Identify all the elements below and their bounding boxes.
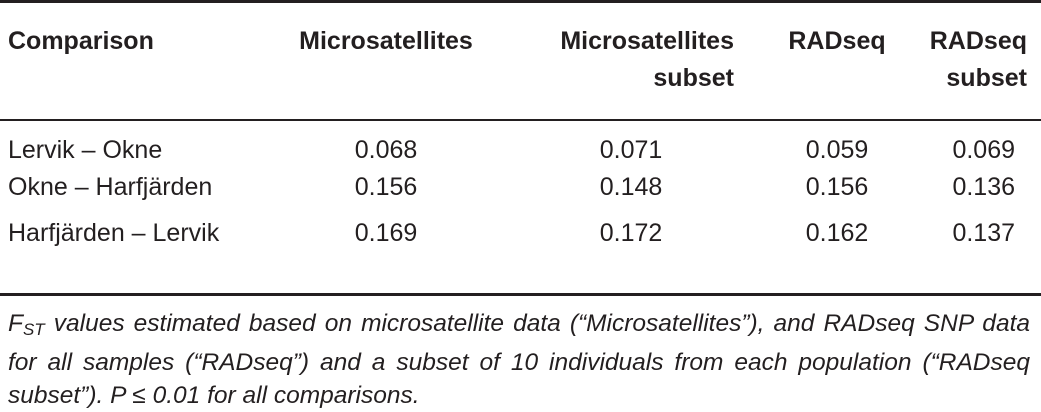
header-radseq-subset-line2: subset <box>946 64 1027 92</box>
caption-text: values estimated based on microsatellite… <box>8 310 1030 409</box>
cell-microsatellites-subset: 0.148 <box>599 173 663 201</box>
cell-radseq: 0.162 <box>805 219 869 247</box>
header-microsatellites-subset: Microsatellites subset <box>500 0 762 119</box>
cell-microsatellites-subset: 0.172 <box>599 219 663 247</box>
header-radseq-subset-line1: RADseq <box>929 27 1027 55</box>
table-row: Okne – Harfjärden 0.156 0.148 0.156 0.13… <box>0 169 1041 215</box>
header-microsatellites-line1: Microsatellites <box>299 27 473 55</box>
table-caption: FST values estimated based on microsatel… <box>8 307 1030 412</box>
top-rule <box>0 0 1041 3</box>
cell-radseq-subset: 0.136 <box>952 173 1015 201</box>
cell-comparison: Okne – Harfjärden <box>8 173 213 201</box>
cell-radseq-subset: 0.137 <box>952 219 1015 247</box>
cell-radseq: 0.059 <box>805 136 869 164</box>
header-radseq: RADseq <box>762 0 912 119</box>
table-row: Lervik – Okne 0.068 0.071 0.059 0.069 <box>0 119 1041 169</box>
cell-microsatellites: 0.169 <box>354 219 418 247</box>
fst-table: Comparison Microsatellites Microsatellit… <box>0 0 1041 261</box>
cell-comparison: Lervik – Okne <box>8 136 163 164</box>
header-radseq-line1: RADseq <box>788 27 886 55</box>
header-rule <box>0 119 1041 121</box>
caption-symbol-subscript: ST <box>22 320 45 339</box>
cell-radseq: 0.156 <box>805 173 869 201</box>
bottom-rule <box>0 293 1041 296</box>
header-microsatellites: Microsatellites <box>272 0 500 119</box>
table-row: Harfjärden – Lervik 0.169 0.172 0.162 0.… <box>0 215 1041 261</box>
caption-symbol: F <box>8 310 23 337</box>
cell-microsatellites: 0.156 <box>354 173 418 201</box>
cell-microsatellites-subset: 0.071 <box>599 136 663 164</box>
cell-microsatellites: 0.068 <box>354 136 418 164</box>
header-radseq-subset: RADseq subset <box>912 0 1041 119</box>
header-microsatellites-subset-line2: subset <box>653 64 734 92</box>
header-row: Comparison Microsatellites Microsatellit… <box>0 0 1041 119</box>
header-microsatellites-subset-line1: Microsatellites <box>560 27 734 55</box>
header-comparison-line1: Comparison <box>8 27 154 55</box>
cell-radseq-subset: 0.069 <box>952 136 1015 164</box>
header-comparison: Comparison <box>0 0 272 119</box>
cell-comparison: Harfjärden – Lervik <box>8 219 220 247</box>
